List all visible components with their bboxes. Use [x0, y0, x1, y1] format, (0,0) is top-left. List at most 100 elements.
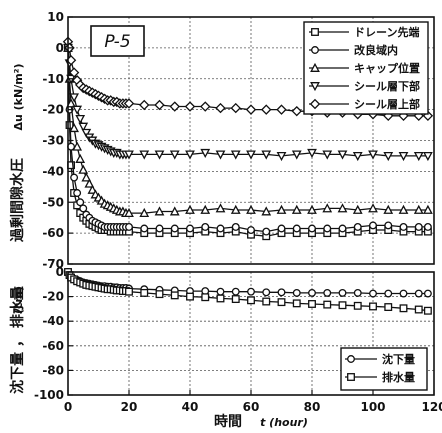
legend-label: キャップ位置 [354, 61, 420, 75]
y-tick-label: -100 [34, 388, 64, 402]
legend-label: 沈下量 [382, 352, 415, 366]
series-point [79, 204, 88, 213]
series-point [276, 104, 287, 115]
series-point [154, 99, 165, 111]
series-point [308, 300, 316, 308]
lower-y-ticks: 0 -20 -40 -60 -80 -100 [34, 265, 73, 402]
series-point [291, 105, 302, 117]
series-point [338, 301, 347, 310]
series-point [154, 150, 165, 160]
legend-marker [347, 373, 355, 381]
series-point [276, 204, 287, 214]
series-point [413, 204, 424, 214]
series-point [230, 204, 241, 214]
series-point [247, 226, 255, 234]
legend-marker [311, 46, 319, 54]
series-point [75, 114, 86, 125]
x-tick-label: 0 [64, 400, 72, 414]
series-point [169, 206, 180, 216]
series-point [308, 288, 316, 297]
series-point [186, 224, 194, 233]
series-point [231, 287, 240, 296]
x-tick-label: 120 [421, 400, 442, 414]
series-point [368, 150, 378, 160]
y-tick-label: -70 [42, 257, 64, 271]
lower-y-axis-unit: (cm) [12, 286, 25, 314]
series-point [277, 224, 286, 233]
legend-label: 改良域内 [354, 43, 398, 57]
series-point [230, 102, 241, 114]
series-point [261, 104, 272, 115]
series-point [185, 204, 195, 214]
legend-label: シール層下部 [354, 79, 420, 93]
y-tick-label: 0 [56, 265, 64, 279]
y-tick-label: -80 [42, 363, 64, 377]
series-point [262, 288, 271, 297]
series-point [399, 222, 408, 231]
series-point [414, 289, 423, 298]
series-point [337, 203, 348, 213]
series-point [170, 291, 179, 300]
series-point [169, 101, 180, 112]
upper-y-ticks: 10 0 -10 -20 -30 -40 -50 -60 -70 [42, 10, 73, 271]
legend-marker [310, 82, 320, 92]
series-point [75, 153, 86, 163]
series-point [186, 292, 194, 301]
series-point [423, 204, 433, 214]
legend-label: シール層上部 [354, 97, 420, 111]
series-point [216, 287, 225, 296]
x-tick-label: 40 [182, 400, 199, 414]
x-tick-label: 20 [121, 400, 138, 414]
series-point [81, 128, 92, 138]
series-point [322, 150, 333, 160]
series-point [307, 148, 317, 159]
series-point [353, 288, 362, 297]
y-tick-label: -50 [42, 195, 64, 209]
x-tick-label: 100 [360, 400, 385, 414]
series-point [262, 297, 271, 306]
series-point [200, 204, 211, 214]
series-point [69, 93, 79, 103]
series-point [369, 289, 377, 298]
series-point [399, 289, 408, 298]
series-point [231, 295, 240, 304]
lower-legend-box [340, 347, 428, 391]
series-point [292, 299, 301, 308]
series-point [414, 305, 423, 314]
series-point [384, 303, 393, 312]
series-point [154, 206, 165, 216]
series-point [323, 224, 332, 233]
series-point [125, 222, 133, 231]
series-point [124, 207, 134, 218]
series-point [322, 203, 333, 213]
series-point [262, 227, 271, 236]
series-point [78, 122, 89, 132]
series-point [66, 98, 76, 108]
series-point [369, 302, 377, 311]
series-point [76, 198, 85, 207]
series-point [323, 300, 332, 309]
legend-marker [309, 98, 321, 110]
series-point [231, 222, 240, 231]
series-point [124, 150, 134, 160]
series-point [353, 222, 362, 231]
series-point [307, 204, 317, 214]
panel-label-box [90, 25, 145, 57]
series-point [139, 99, 150, 111]
series-point [139, 207, 150, 218]
series-point [276, 151, 287, 162]
series-point [72, 141, 83, 151]
legend-label: ドレーン先端 [354, 25, 419, 39]
series-point [185, 150, 195, 160]
series-point [201, 222, 210, 231]
lower-panel: 0 -20 -40 -60 -80 -100 0 20 40 60 80 100 120 沈下量排水量… [9, 265, 442, 430]
series-point [352, 151, 363, 162]
series-point [338, 224, 347, 233]
series-point [423, 306, 432, 315]
series-point [140, 288, 149, 297]
upper-y-axis-title: 過剰間隙水圧 [9, 158, 26, 243]
series-point [69, 122, 79, 133]
